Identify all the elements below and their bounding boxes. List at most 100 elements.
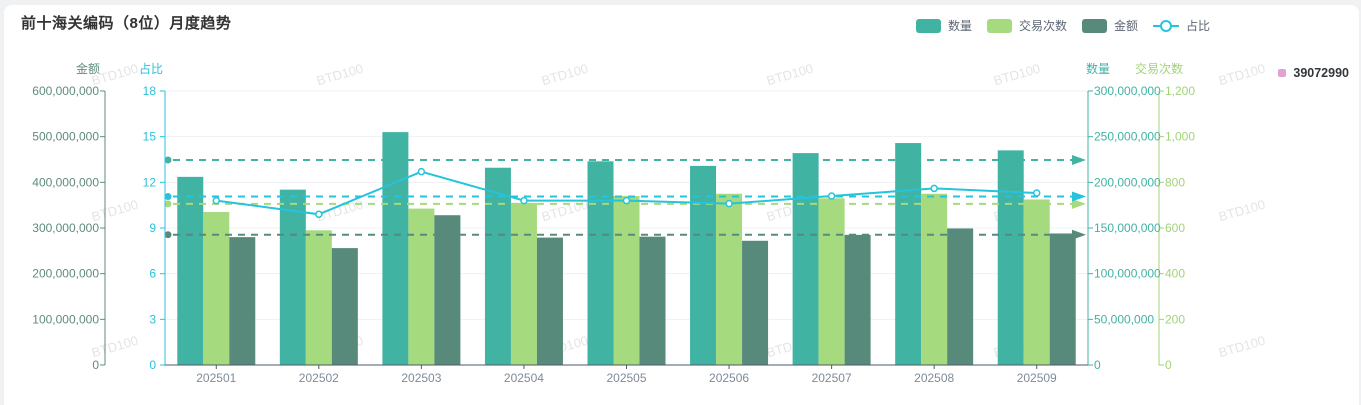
ratio-axis-tick-label: 9 (149, 221, 156, 235)
bar-amount-202507[interactable] (844, 234, 871, 365)
bar-amount-202504[interactable] (536, 237, 563, 365)
transactions-axis-title: 交易次数 (1135, 62, 1184, 76)
quantity-axis-tick-label: 200,000,000 (1094, 175, 1161, 189)
bar-amount-202505[interactable] (639, 236, 666, 365)
transactions-legend-swatch-icon (986, 18, 1012, 33)
ratio-axis-title: 占比 (138, 62, 163, 76)
transactions-axis-tick-label: 0 (1165, 358, 1172, 372)
x-axis-label-202509: 202509 (1017, 371, 1057, 385)
x-axis-label-202508: 202508 (914, 371, 954, 385)
amount-axis-tick-label: 400,000,000 (32, 175, 99, 189)
ratio-point-202503[interactable] (417, 167, 426, 176)
bar-quantity-202507[interactable] (792, 153, 819, 365)
quantity-axis-tick-label: 250,000,000 (1094, 130, 1161, 144)
amount-axis-tick-label: 500,000,000 (32, 130, 99, 144)
quantity-axis-tick-label: 300,000,000 (1094, 84, 1161, 98)
amount-axis-tick-label: 100,000,000 (32, 312, 99, 326)
bar-amount-202509[interactable] (1049, 233, 1076, 365)
bar-amount-202506[interactable] (742, 240, 769, 365)
x-axis-label-202503: 202503 (401, 371, 441, 385)
bar-amount-202508[interactable] (947, 228, 974, 365)
bar-amount-202501[interactable] (229, 237, 256, 365)
quantity-axis-tick-label: 100,000,000 (1094, 267, 1161, 281)
hscode-legend-label: 39072990 (1293, 66, 1349, 80)
transactions-axis-tick-label: 200 (1165, 312, 1185, 326)
bar-transactions-202503[interactable] (408, 208, 435, 365)
ratio-axis-tick-label: 12 (143, 175, 157, 189)
ratio-point-202507[interactable] (827, 192, 836, 200)
x-axis-label-202506: 202506 (709, 371, 749, 385)
bar-transactions-202508[interactable] (921, 193, 948, 365)
transactions-axis-tick-label: 600 (1165, 221, 1185, 235)
bar-quantity-202508[interactable] (895, 143, 922, 365)
bar-transactions-202502[interactable] (305, 230, 332, 365)
hscode-legend-square-icon (1278, 69, 1287, 77)
amount-axis-tick-label: 200,000,000 (32, 267, 99, 281)
bar-transactions-202505[interactable] (613, 196, 640, 365)
bar-quantity-202509[interactable] (997, 150, 1024, 365)
ratio-point-202505[interactable] (622, 196, 631, 205)
legend-item-amount[interactable]: 金额 (1081, 17, 1138, 34)
markline-start-dot-transactions (164, 200, 172, 208)
ratio-axis-tick-label: 15 (143, 130, 157, 144)
transactions-axis-tick-label: 400 (1165, 267, 1185, 281)
ratio-line-legend-icon (1152, 19, 1179, 33)
legend-label-transactions: 交易次数 (1018, 19, 1067, 33)
legend-item-ratio[interactable]: 占比 (1152, 17, 1210, 34)
legend-label-quantity: 数量 (947, 19, 972, 33)
chart-legend: 数量 交易次数 金额 占比 (915, 17, 1210, 34)
ratio-point-202509[interactable] (1032, 189, 1041, 197)
legend-label-ratio: 占比 (1185, 19, 1210, 33)
side-legend-item-39072990[interactable]: 39072990 (1278, 66, 1349, 80)
markline-start-dot-quantity (164, 156, 172, 164)
transactions-axis-tick-label: 800 (1165, 175, 1185, 189)
legend-item-quantity[interactable]: 数量 (915, 17, 972, 34)
markline-start-dot-amount (164, 231, 172, 239)
x-axis-label-202505: 202505 (606, 371, 646, 385)
markline-start-dot-ratio (164, 193, 172, 201)
markline-arrow-icon-amount (1072, 229, 1086, 240)
chart-title: 前十海关编码（8位）月度趋势 (21, 15, 232, 32)
markline-arrow-icon-transactions (1072, 198, 1086, 209)
quantity-axis-tick-label: 0 (1094, 358, 1101, 372)
bar-transactions-202501[interactable] (203, 212, 230, 365)
x-axis-label-202504: 202504 (504, 371, 544, 385)
ratio-point-202508[interactable] (930, 184, 938, 193)
bar-quantity-202505[interactable] (587, 161, 614, 365)
quantity-axis-tick-label: 150,000,000 (1094, 221, 1161, 235)
bar-quantity-202503[interactable] (382, 132, 409, 365)
bar-quantity-202501[interactable] (177, 176, 204, 365)
bar-transactions-202507[interactable] (818, 198, 845, 365)
amount-axis-tick-label: 0 (92, 358, 99, 372)
ratio-axis-tick-label: 3 (149, 312, 156, 326)
amount-axis-title: 金额 (75, 62, 100, 76)
x-axis-label-202502: 202502 (299, 371, 339, 385)
markline-arrow-icon-quantity (1072, 155, 1086, 166)
bar-transactions-202509[interactable] (1023, 199, 1050, 365)
amount-axis-tick-label: 300,000,000 (32, 221, 99, 235)
x-axis-label-202507: 202507 (812, 371, 852, 385)
ratio-point-202506[interactable] (725, 199, 733, 208)
bar-transactions-202504[interactable] (510, 202, 537, 365)
ratio-point-202501[interactable] (212, 196, 221, 205)
markline-arrow-icon-ratio (1072, 191, 1086, 202)
amount-legend-swatch-icon (1081, 18, 1107, 33)
bar-quantity-202506[interactable] (690, 165, 717, 365)
quantity-axis-tick-label: 50,000,000 (1094, 312, 1154, 326)
bar-quantity-202504[interactable] (484, 167, 511, 365)
ratio-point-202502[interactable] (315, 210, 323, 219)
bar-amount-202502[interactable] (331, 248, 358, 365)
transactions-axis-tick-label: 1,000 (1165, 130, 1195, 144)
ratio-axis-tick-label: 0 (149, 358, 156, 372)
legend-label-amount: 金额 (1113, 19, 1138, 33)
ratio-point-202504[interactable] (520, 196, 528, 205)
amount-axis-tick-label: 600,000,000 (32, 84, 99, 98)
bar-amount-202503[interactable] (434, 215, 461, 365)
quantity-legend-swatch-icon (915, 18, 941, 33)
legend-item-transactions[interactable]: 交易次数 (986, 17, 1067, 34)
ratio-axis-tick-label: 6 (149, 267, 156, 281)
bar-transactions-202506[interactable] (716, 193, 743, 365)
transactions-axis-tick-label: 1,200 (1165, 84, 1195, 98)
bar-quantity-202502[interactable] (279, 189, 306, 365)
